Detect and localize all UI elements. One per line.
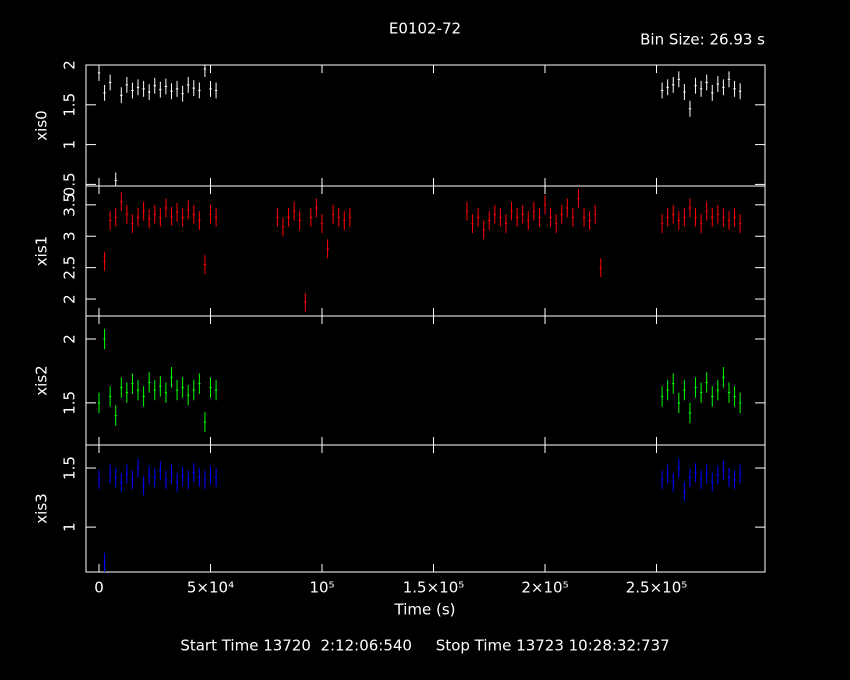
y-tick-label: 2 [61, 294, 79, 304]
y-tick-label: 0.5 [61, 172, 79, 196]
panel-frame [85, 444, 766, 573]
y-axis-label: xis1 [33, 236, 51, 266]
y-tick-label: 2 [61, 60, 79, 70]
y-tick-label: 2 [61, 334, 79, 344]
x-axis-label: Time (s) [394, 601, 456, 619]
y-axis-label: xis3 [33, 493, 51, 523]
y-tick-label: 3 [61, 231, 79, 241]
x-tick-label: 2×10⁵ [521, 579, 568, 597]
x-tick-label: 10⁵ [309, 579, 334, 597]
bin-size: Bin Size: 26.93 s [640, 31, 765, 49]
x-tick-label: 1.5×10⁵ [403, 579, 465, 597]
y-tick-label: 1.5 [61, 456, 79, 480]
x-tick-label: 5×10⁴ [187, 579, 234, 597]
y-axis-label: xis2 [33, 365, 51, 395]
y-tick-label: 1 [61, 140, 79, 150]
y-tick-label: 1.5 [61, 93, 79, 117]
y-tick-label: 1.5 [61, 391, 79, 415]
x-tick-label: 2.5×10⁵ [626, 579, 688, 597]
y-tick-label: 3.5 [61, 193, 79, 217]
footnote: Start Time 13720 2:12:06:540 Stop Time 1… [180, 637, 669, 655]
y-tick-label: 1 [61, 522, 79, 532]
y-tick-label: 2.5 [61, 256, 79, 280]
y-axis-label: xis0 [33, 110, 51, 140]
x-tick-label: 0 [94, 579, 104, 597]
chart-title: E0102-72 [389, 20, 461, 38]
